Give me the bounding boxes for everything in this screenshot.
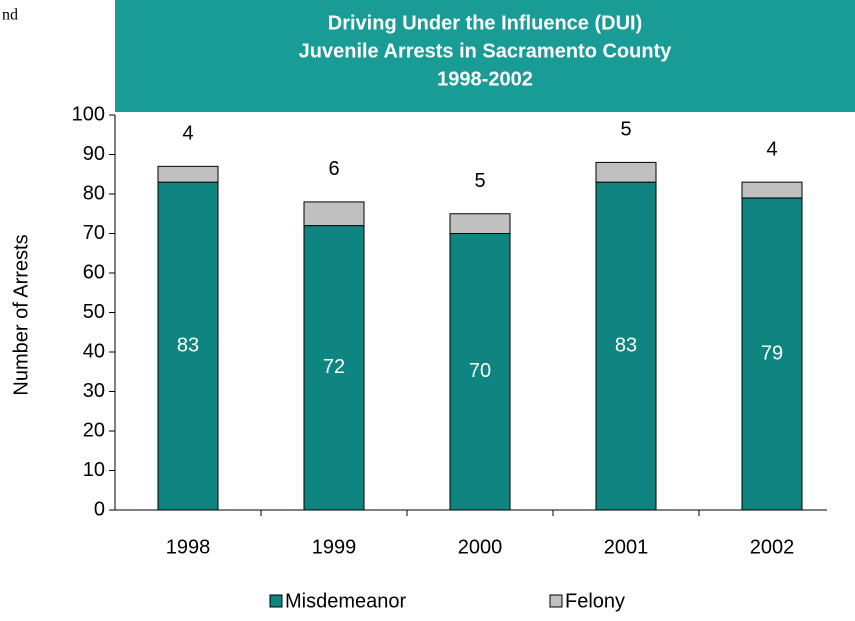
bar-segment [157, 181, 219, 511]
y-axis-label: Number of Arrests [10, 234, 32, 395]
y-tick-label: 70 [83, 222, 105, 244]
value-label: 4 [182, 123, 193, 145]
value-label: 70 [469, 360, 491, 382]
y-tick-label: 80 [83, 182, 105, 204]
y-tick-label: 20 [83, 419, 105, 441]
y-tick-label: 10 [83, 459, 105, 481]
bar-segment [303, 201, 365, 227]
bar-segment [449, 233, 511, 511]
y-tick-label: 60 [83, 261, 105, 283]
y-tick-label: 30 [83, 380, 105, 402]
value-label: 5 [474, 170, 485, 192]
value-label: 83 [615, 334, 637, 356]
bar-segment [741, 197, 803, 511]
bar-segment [741, 181, 803, 199]
bar-segment [595, 161, 657, 183]
chart-title: 1998-2002 [437, 68, 533, 90]
y-tick-label: 40 [83, 340, 105, 362]
x-tick-label: 2002 [750, 536, 795, 558]
bar-segment [303, 225, 365, 511]
bar-segment [157, 165, 219, 183]
value-label: 5 [620, 119, 631, 141]
title-box [115, 0, 855, 112]
chart-title: Juvenile Arrests in Sacramento County [299, 40, 673, 62]
legend-label: Felony [565, 590, 625, 612]
y-tick-label: 90 [83, 143, 105, 165]
y-tick-label: 0 [94, 498, 105, 520]
value-label: 72 [323, 356, 345, 378]
legend-swatch [269, 594, 283, 608]
y-tick-label: 50 [83, 301, 105, 323]
legend-swatch [549, 594, 563, 608]
y-tick-label: 100 [72, 103, 105, 125]
x-tick-label: 2001 [604, 536, 649, 558]
x-tick-label: 1999 [312, 536, 357, 558]
value-label: 79 [761, 342, 783, 364]
value-label: 6 [328, 158, 339, 180]
legend-label: Misdemeanor [285, 590, 407, 612]
bar-segment [449, 213, 511, 234]
bar-segment [595, 181, 657, 511]
x-tick-label: 2000 [458, 536, 503, 558]
fragment-text: nd [2, 7, 18, 24]
chart-title: Driving Under the Influence (DUI) [328, 12, 642, 34]
x-tick-label: 1998 [166, 536, 211, 558]
value-label: 83 [177, 334, 199, 356]
value-label: 4 [766, 138, 777, 160]
